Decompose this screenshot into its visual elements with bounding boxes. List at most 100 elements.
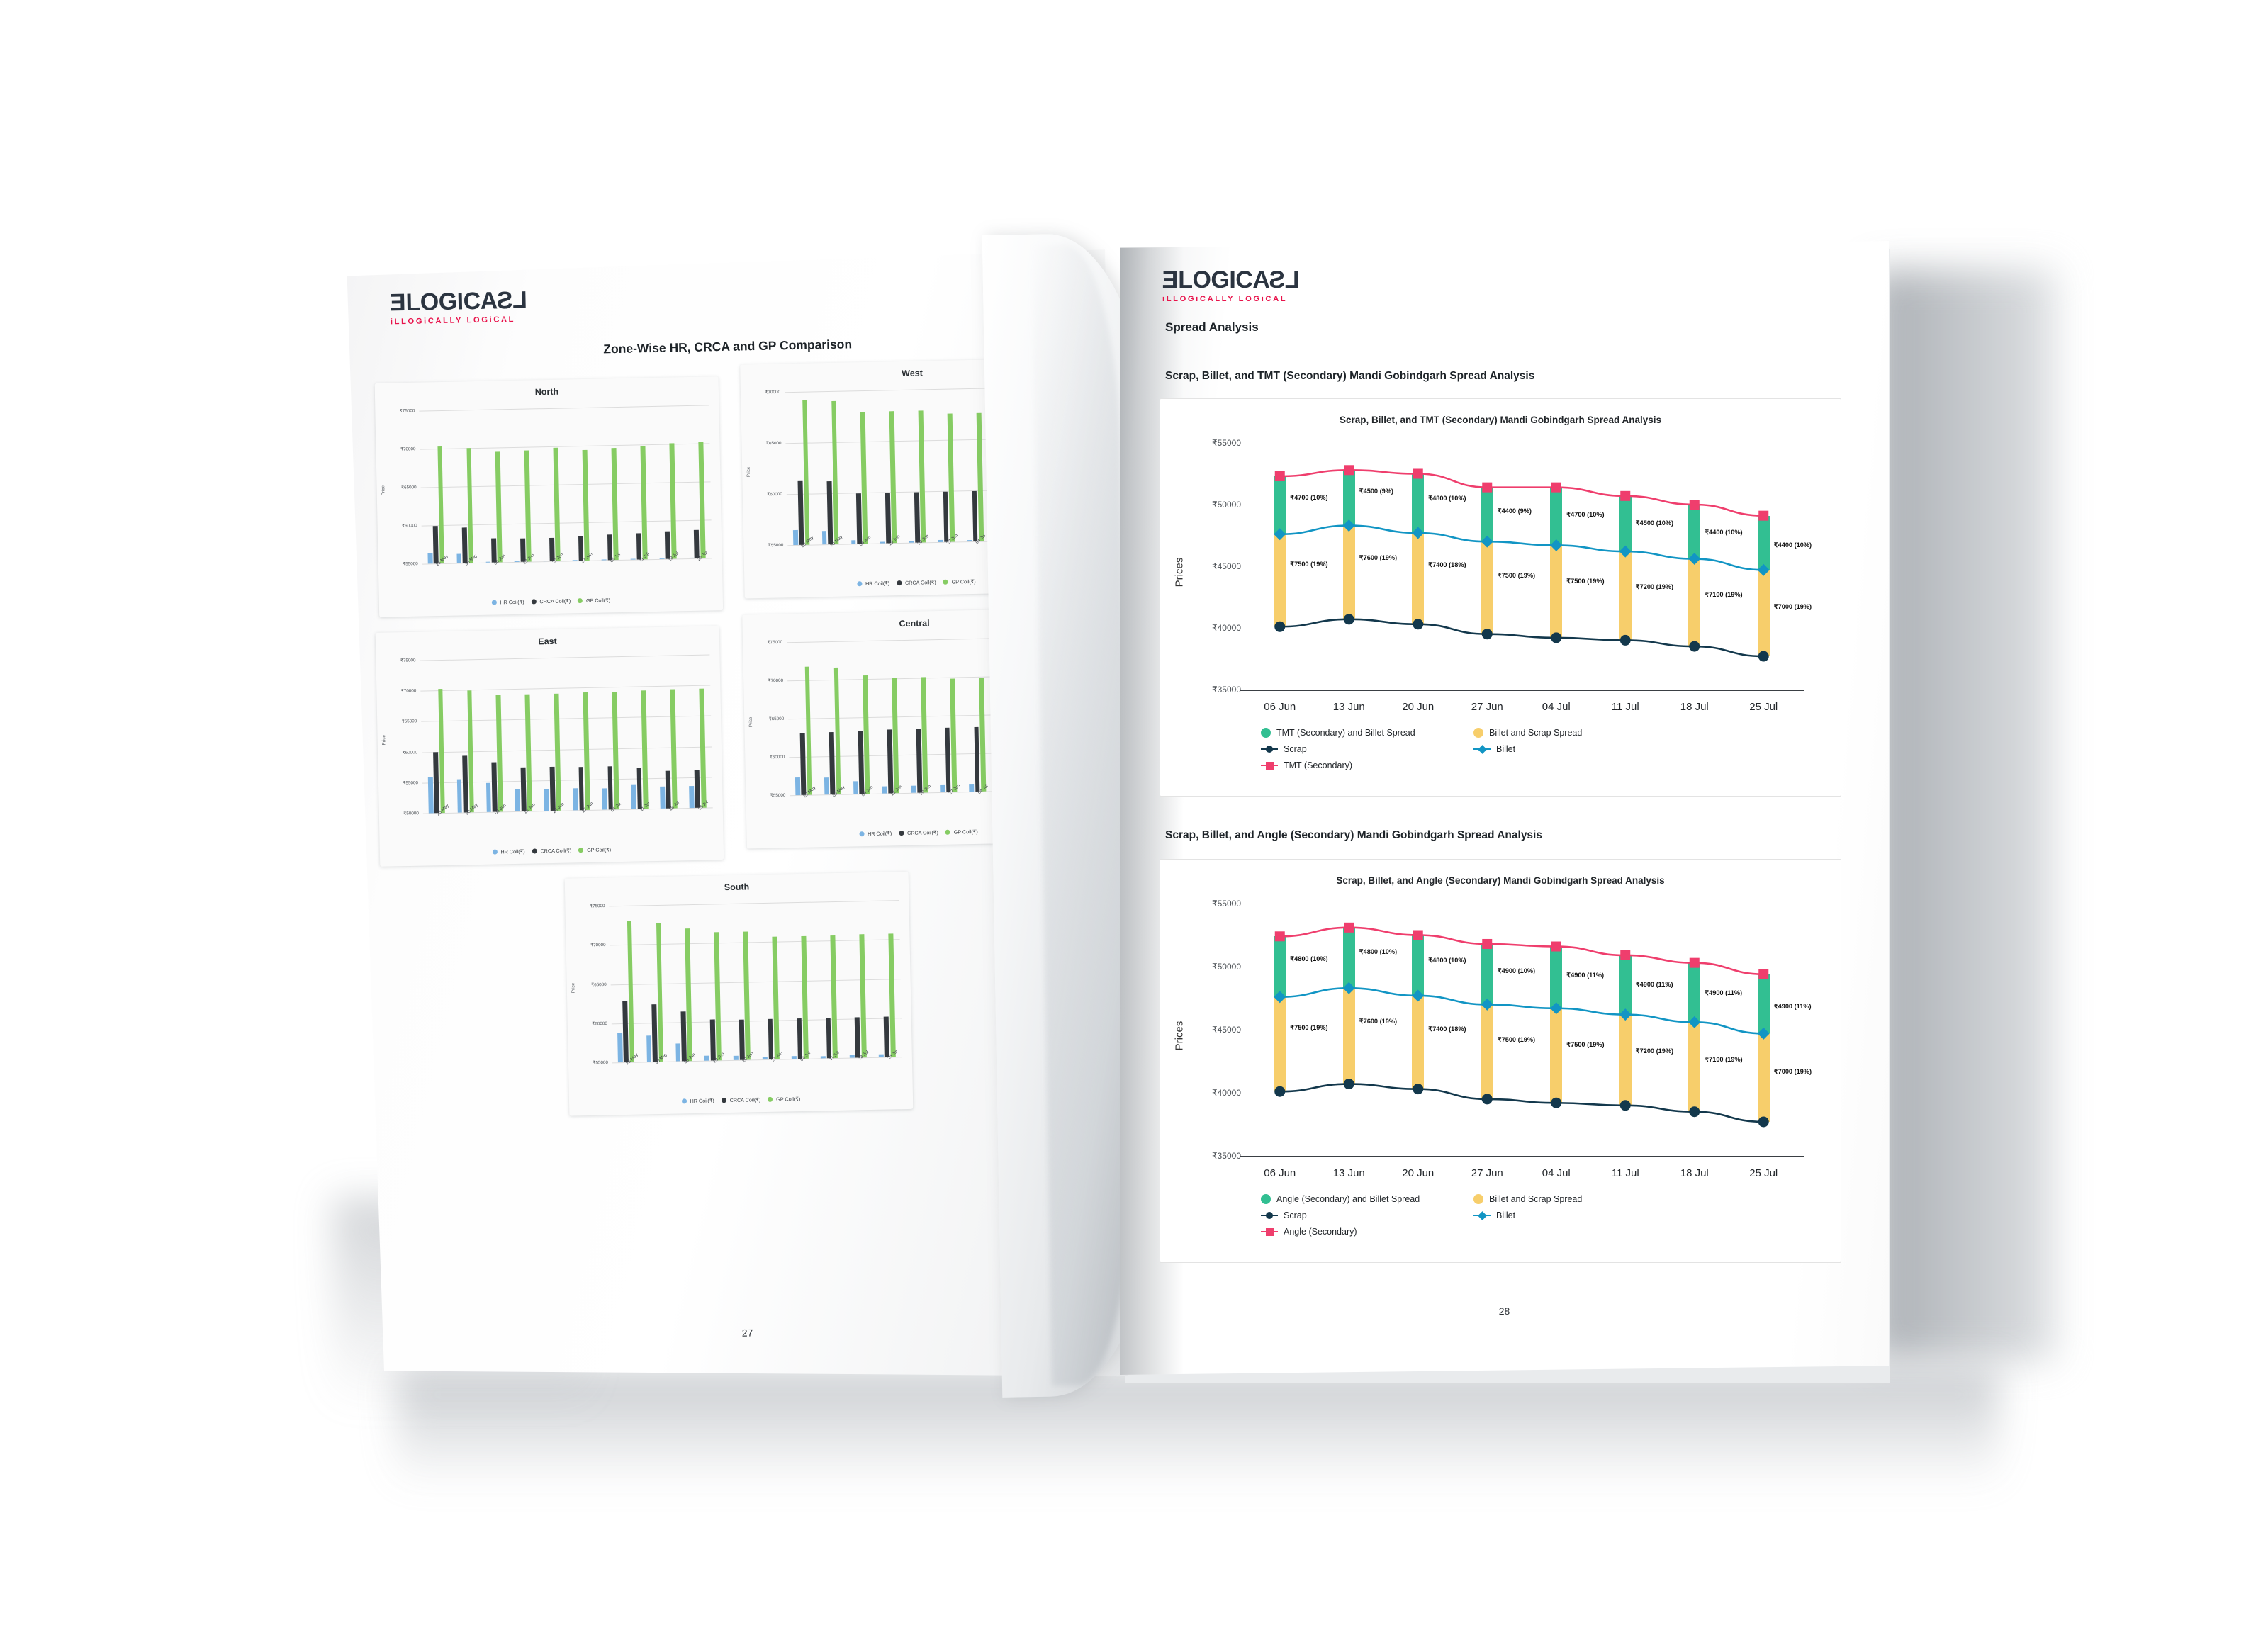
plot-area: ₹35000 ₹40000 ₹45000 ₹50000 ₹55000 Prices ₹7… [1173,899,1812,1179]
legend-label: HR Coil(₹) [500,598,524,606]
y-axis-tick: ₹55000 [1211,438,1241,448]
legend-row: Scrap Billet [1261,1210,1582,1220]
data-point-marker [1481,1094,1493,1105]
bar-GP Coil(₹) [641,691,648,809]
bar-HR Coil(₹) [824,777,829,794]
right-page: ELOGICALS iLLOGiCALLY LOGiCAL Spread Ana… [1120,241,1889,1375]
bar-CRCA Coil(₹) [462,527,468,563]
bar-CRCA Coil(₹) [491,762,497,812]
data-point-marker [1688,1016,1701,1028]
bar-top-billet-spread [1481,487,1493,542]
legend-row: Angle (Secondary) and Billet Spread Bill… [1261,1194,1582,1204]
bar-CRCA Coil(₹) [768,1019,773,1060]
bar-value-label-lower: ₹7500 (19%) [1290,561,1328,568]
bar-GP Coil(₹) [583,450,590,561]
legend-line-marker [1261,761,1278,770]
bar-HR Coil(₹) [793,530,798,545]
bar-value-label-upper: ₹4800 (10%) [1359,948,1398,955]
y-axis-tick: ₹60000 [769,754,785,760]
spread-chart-card[interactable]: Scrap, Billet, and TMT (Secondary) Mandi… [1160,398,1841,797]
y-axis-tick: ₹60000 [767,491,782,498]
data-point-marker [1274,931,1285,942]
bar-HR Coil(₹) [602,788,607,810]
spread-chart-card[interactable]: Scrap, Billet, and Angle (Secondary) Man… [1160,859,1841,1263]
data-point-marker [1619,1008,1632,1021]
legend-label: GP Coil(₹) [587,846,612,853]
chart-title: Scrap, Billet, and Angle (Secondary) Man… [1336,875,1665,886]
brand-wordmark: ELOGICALS [389,286,528,317]
bar-HR Coil(₹) [428,777,434,814]
bar-HR Coil(₹) [909,541,914,543]
chart-title: East [538,636,557,646]
data-point-marker [1551,941,1561,952]
bar-GP Coil(₹) [833,668,841,794]
y-axis-tick: ₹55000 [770,792,786,799]
data-point-marker [1413,930,1423,940]
x-axis-tick: 25 Jul [1749,1167,1778,1179]
data-point-marker [1343,1079,1354,1090]
brand-tagline: iLLOGiCALLY LOGiCAL [390,315,516,327]
legend-marker-diamond [1477,744,1487,754]
bar-value-label-upper: ₹4800 (10%) [1428,495,1466,502]
data-point-marker [1413,1084,1424,1095]
bar-HR Coil(₹) [853,781,858,794]
bar-HR Coil(₹) [660,787,665,809]
bar-value-label-lower: ₹7200 (19%) [1635,1047,1674,1055]
bar-CRCA Coil(₹) [636,768,642,809]
y-axis-tick: ₹55000 [768,542,784,549]
legend-color-swatch [897,580,902,585]
y-axis-tick: ₹75000 [399,408,415,414]
bar-billet-scrap-spread [1481,1004,1493,1099]
bar-CRCA Coil(₹) [943,492,949,542]
y-axis-tick: ₹70000 [590,943,606,948]
legend-marker-circle [1266,746,1273,753]
chart-card-north[interactable]: North ₹55000 ₹60000 ₹65000 ₹70000 ₹75000 Pri… [375,376,724,617]
gridline [420,654,709,661]
chart-title: North [534,386,559,397]
bar-GP Coil(₹) [554,448,561,561]
data-point-marker [1412,989,1425,1002]
legend-label: Angle (Secondary) and Billet Spread [1276,1194,1420,1204]
bar-CRCA Coil(₹) [972,491,977,541]
y-axis-label: Prices [1173,1021,1186,1051]
bar-GP Coil(₹) [948,413,955,542]
bar-HR Coil(₹) [938,540,943,542]
bar-CRCA Coil(₹) [578,536,583,561]
x-axis-tick: 13 Jun [1332,701,1365,713]
legend-label: GP Coil(₹) [953,828,978,836]
bar-GP Coil(₹) [892,678,899,793]
bar-billet-scrap-spread [1757,1033,1770,1122]
bar-HR Coil(₹) [602,559,607,560]
x-axis-tick: 06 Jun [1264,1167,1296,1179]
bar-CRCA Coil(₹) [607,534,612,560]
x-axis-tick: 06 Jun [1264,701,1296,713]
bar-HR Coil(₹) [544,789,549,811]
legend-color-swatch [899,831,904,836]
legend-color-swatch [532,848,537,853]
chart-card-east[interactable]: East ₹50000 ₹55000 ₹60000 ₹65000 ₹70000 ₹7500… [376,626,724,867]
bar-value-label-upper: ₹4900 (11%) [1773,1002,1812,1010]
legend-line-marker [1473,744,1491,754]
bar-CRCA Coil(₹) [622,1001,628,1062]
bar-HR Coil(₹) [821,1056,826,1058]
chart-card-south[interactable]: South ₹55000 ₹60000 ₹65000 ₹70000 ₹75000 Pri… [565,872,914,1116]
data-point-marker [1274,1086,1286,1097]
bar-value-label-lower: ₹7200 (19%) [1635,583,1674,590]
data-point-marker [1342,519,1355,532]
plot-area: ₹55000 ₹60000 ₹65000 ₹70000 ₹75000 Price 23 … [609,900,902,1062]
gridline [420,443,709,449]
legend-label: HR Coil(₹) [690,1097,714,1105]
legend-item-1: CRCA Coil(₹) [897,579,936,586]
bar-CRCA Coil(₹) [826,1018,831,1058]
legend-color-swatch [532,599,537,604]
bar-CRCA Coil(₹) [433,526,439,564]
legend-item-2: GP Coil(₹) [768,1096,800,1103]
bar-HR Coil(₹) [457,780,463,813]
bar-GP Coil(₹) [554,693,561,811]
bar-top-billet-spread [1550,946,1563,1008]
page-drop-shadow-right [1871,269,2055,1361]
legend-item-2: GP Coil(₹) [578,597,610,604]
x-axis-tick: 11 Jul [1611,701,1639,713]
bar-GP Coil(₹) [437,446,444,563]
